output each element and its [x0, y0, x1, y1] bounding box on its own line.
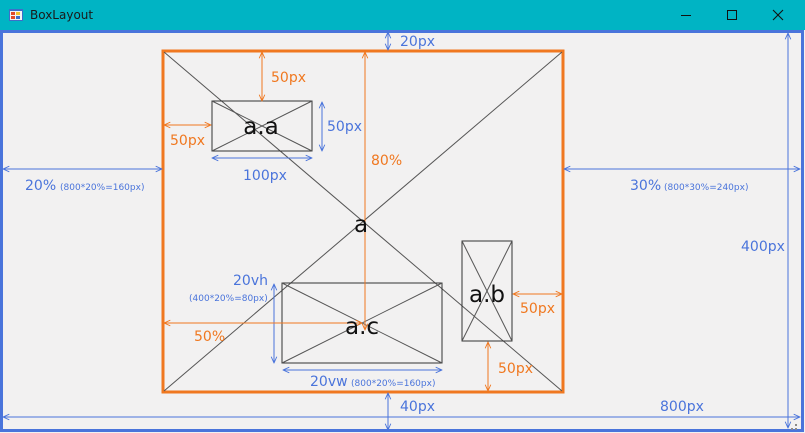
aa-left-label: 50px [170, 133, 205, 149]
ab-bottom-label: 50px [498, 361, 533, 377]
window-title: BoxLayout [30, 8, 94, 22]
box-a-b [461, 240, 513, 342]
aa-width-label: 100px [243, 168, 287, 184]
left-margin-label: 20% [25, 178, 56, 194]
box-a-b-label: a.b [469, 282, 505, 308]
minimize-icon [681, 15, 691, 16]
aa-top-label: 50px [271, 70, 306, 86]
maximize-button[interactable] [709, 0, 755, 30]
a-height-label: 80% [371, 153, 402, 169]
minimize-button[interactable] [663, 0, 709, 30]
window-frame [0, 30, 804, 432]
app-icon [9, 9, 23, 21]
box-a-a-label: a.a [243, 114, 279, 140]
maximize-icon [727, 10, 737, 20]
ac-height-label: 20vh [233, 273, 268, 289]
right-margin-note: (800*30%=240px) [664, 183, 748, 193]
window-width-label: 800px [660, 399, 704, 415]
ac-width-label: 20vw [310, 374, 348, 390]
layout-diagram: a a.a a.b a.c 20px 40px 20% (800*20%=160… [0, 30, 804, 432]
client-area: a a.a a.b a.c 20px 40px 20% (800*20%=160… [0, 30, 805, 433]
close-icon [772, 9, 784, 21]
resize-grip-icon[interactable] [791, 424, 797, 430]
box-a-label: a [354, 212, 368, 238]
aa-height-label: 50px [327, 119, 362, 135]
window-height-label: 400px [741, 239, 785, 255]
ac-height-note: (400*20%=80px) [189, 294, 268, 304]
ab-right-label: 50px [520, 301, 555, 317]
close-button[interactable] [755, 0, 801, 30]
left-margin-note: (800*20%=160px) [60, 183, 144, 193]
bottom-margin-label: 40px [400, 399, 435, 415]
ac-width-note: (800*20%=160px) [351, 379, 435, 389]
top-margin-label: 20px [400, 34, 435, 50]
title-bar[interactable]: BoxLayout [0, 0, 805, 30]
right-margin-label: 30% [630, 178, 661, 194]
box-a-c-label: a.c [345, 314, 379, 340]
ac-left-label: 50% [194, 329, 225, 345]
